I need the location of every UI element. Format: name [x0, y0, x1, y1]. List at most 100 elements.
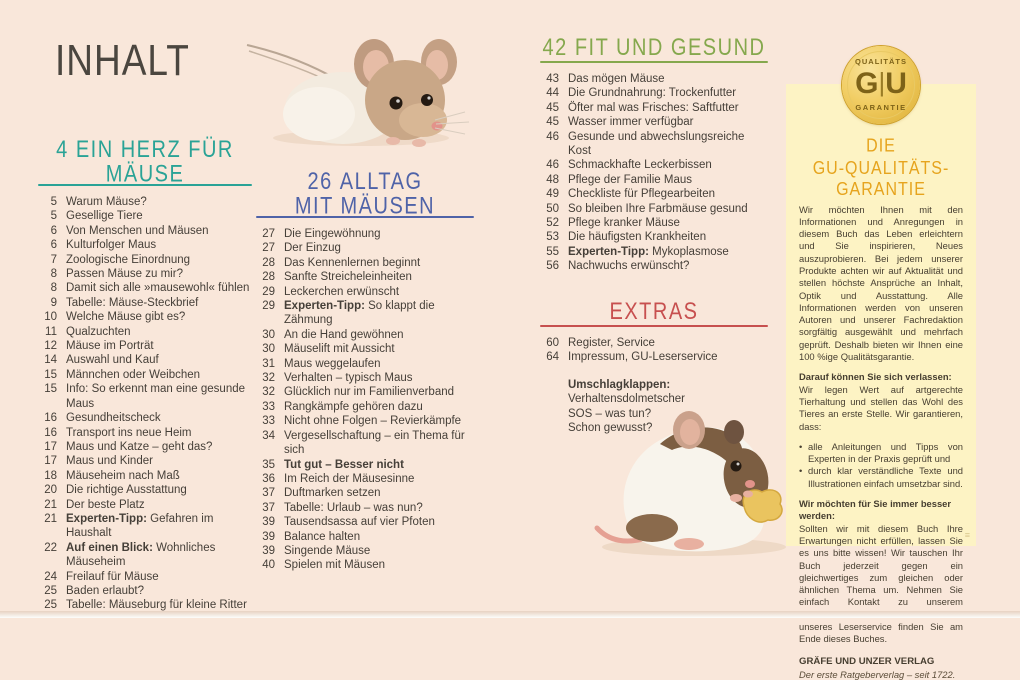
toc-item: 8 Damit sich alle »mausewohl« fühlen — [38, 281, 252, 295]
toc-page-number: 6 — [50, 224, 57, 237]
seal-gu-logo: G|U — [855, 67, 907, 100]
toc-page-number: 7 — [50, 253, 57, 266]
toc-page-number: 15 — [44, 383, 57, 396]
toc-item: 36 Im Reich der Mäusesinne — [256, 472, 474, 486]
toc-entry-text: Experten-Tipp: So klappt die Zähmung — [284, 300, 435, 327]
panel-bullet: durch klar verständliche Texte und Illus… — [799, 465, 963, 490]
toc-item: 6 Von Menschen und Mäusen — [38, 224, 252, 238]
toc-entry-text: Impressum, GU-Leserservice — [568, 351, 718, 364]
toc-entry-text: Vergesellschaftung – ein Thema für sich — [284, 429, 465, 457]
toc-page-number: 16 — [44, 412, 57, 425]
toc-page-number: 28 — [262, 256, 275, 269]
toc-entry-text: Qualzuchten — [66, 325, 131, 338]
toc-item: 25 Baden erlaubt? — [38, 584, 252, 598]
toc-entry-text: Die Eingewöhnung — [284, 228, 381, 240]
umschlagklappen-line: SOS – was tun? — [568, 407, 652, 420]
toc-item: 55 Experten-Tipp: Mykoplasmose — [540, 245, 768, 259]
toc-page-number: 27 — [262, 242, 275, 255]
toc-item: 49 Checkliste für Pflegearbeiten — [540, 187, 768, 201]
seal-ring — [847, 51, 915, 119]
guarantee-panel: QUALITÄTS G|U GARANTIE DIE GU-QUALITÄTS- G… — [786, 46, 976, 680]
toc-page-number: 17 — [44, 440, 57, 453]
toc-item: 11 Qualzuchten — [38, 325, 252, 339]
toc-page-number: 30 — [262, 343, 275, 356]
toc-page-number: 30 — [262, 328, 275, 341]
toc-page-number: 43 — [546, 73, 559, 85]
toc-page-number: 34 — [262, 429, 275, 442]
toc-page-number: 5 — [50, 196, 57, 208]
toc-item: 33 Rangkämpfe gehören dazu — [256, 400, 474, 414]
toc-item: 17 Maus und Kinder — [38, 454, 252, 468]
toc-entry-text: An die Hand gewöhnen — [284, 328, 404, 341]
toc-entry-text: Duftmarken setzen — [284, 487, 381, 500]
toc-item: 29 Experten-Tipp: So klappt die Zähmung — [256, 299, 474, 328]
toc-page-number: 11 — [45, 325, 57, 338]
toc-item: 35 Tut gut – Besser nicht — [256, 458, 474, 472]
toc-page-number: 27 — [262, 228, 275, 240]
section-heading: 26 ALLTAG MIT MÄUSEN — [294, 168, 436, 220]
toc-item: 27 Der Einzug — [256, 241, 474, 255]
toc-entry-text: Von Menschen und Mäusen — [66, 224, 209, 237]
toc-entry-text: Pflege der Familie Maus — [568, 173, 692, 186]
toc-item: 39 Tausendsassa auf vier Pfoten — [256, 515, 474, 529]
toc-page-number: 39 — [262, 544, 275, 557]
toc-page-number: 45 — [546, 116, 559, 129]
toc-entry-text: Maus weggelaufen — [284, 357, 381, 370]
toc-page-number: 46 — [546, 159, 559, 172]
toc-item: 60 Register, Service — [540, 336, 768, 350]
gu-quality-seal: QUALITÄTS G|U GARANTIE — [842, 46, 920, 124]
section-extras: EXTRAS 60 Register, Service 64 Impressum… — [540, 298, 768, 436]
toc-entry-text: Experten-Tipp: Gefahren im Haushalt — [66, 512, 214, 540]
section-rule — [256, 216, 474, 218]
toc-item: 8 Passen Mäuse zu mir? — [38, 267, 252, 281]
toc-item: 9 Tabelle: Mäuse-Steckbrief — [38, 296, 252, 310]
section-ein-herz: 4 EIN HERZ FÜR MÄUSE 5 Warum Mäuse? 5 Ge… — [38, 137, 252, 613]
toc-item: 64 Impressum, GU-Leserservice — [540, 350, 768, 364]
toc-item: 21 Der beste Platz — [38, 498, 252, 512]
toc-entry-text: Checkliste für Pflegearbeiten — [568, 188, 716, 201]
toc-entry-text: Gesundheitscheck — [66, 412, 161, 425]
toc-entry-text: Der Einzug — [284, 242, 341, 255]
toc-entry-text: Register, Service — [568, 336, 655, 349]
toc-page-number: 17 — [44, 455, 57, 468]
toc-item: 18 Mäuseheim nach Maß — [38, 469, 252, 483]
section-heading: EXTRAS — [609, 298, 699, 325]
toc-page-number: 64 — [546, 351, 559, 364]
page-title: INHALT — [55, 36, 190, 85]
section-alltag: 26 ALLTAG MIT MÄUSEN 27 Die Eingewöhnung … — [256, 168, 474, 573]
publisher-name: GRÄFE UND UNZER VERLAG — [799, 655, 935, 667]
toc-item: 46 Gesunde und abwechslungsreiche Kost — [540, 130, 768, 159]
toc-item: 29 Leckerchen erwünscht — [256, 285, 474, 299]
toc-item: 25 Tabelle: Mäuseburg für kleine Ritter — [38, 598, 252, 612]
toc-page-number: 6 — [50, 239, 57, 252]
toc-entry-text: Mäuselift mit Aussicht — [284, 343, 395, 356]
toc-item: 20 Die richtige Ausstattung — [38, 483, 252, 497]
toc-item: 15 Info: So erkennt man eine gesunde Mau… — [38, 382, 252, 411]
toc-item: 17 Maus und Katze – geht das? — [38, 440, 252, 454]
toc-entry-text: Nicht ohne Folgen – Revierkämpfe — [284, 415, 462, 428]
toc-page-number: 53 — [546, 231, 559, 244]
toc-entry-text: Die Grundnahrung: Trockenfutter — [568, 87, 737, 100]
toc-page-number: 50 — [546, 202, 559, 215]
toc-item: 56 Nachwuchs erwünscht? — [540, 259, 768, 273]
toc-entry-text: Wasser immer verfügbar — [568, 116, 694, 129]
section-rule — [540, 324, 768, 327]
toc-page-number: 48 — [546, 173, 559, 186]
toc-page-number: 29 — [262, 285, 275, 298]
toc-page-number: 37 — [262, 487, 275, 500]
mouse-photo-bottom — [594, 411, 786, 556]
toc-item: 50 So bleiben Ihre Farbmäuse gesund — [540, 202, 768, 216]
toc-entry-text: Mäuseheim nach Maß — [66, 469, 180, 482]
toc-entry-text: Singende Mäuse — [284, 544, 371, 557]
toc-page-number: 32 — [262, 372, 275, 385]
toc-list: 43 Das mögen Mäuse 44 Die Grundnahrung: … — [540, 72, 768, 274]
toc-item: 40 Spielen mit Mäusen — [256, 558, 474, 572]
umschlagklappen-line: Schon gewusst? — [568, 422, 653, 435]
panel-bullet: alle Anleitungen und Tipps von Experten … — [799, 441, 963, 466]
toc-page-number: 20 — [44, 484, 57, 497]
page-edge — [0, 611, 1020, 618]
fold-mark: ≡ — [964, 530, 970, 540]
toc-entry-text: Die häufigsten Krankheiten — [568, 231, 707, 244]
toc-entry-text: Nachwuchs erwünscht? — [568, 260, 690, 273]
panel-title: DIE GU-QUALITÄTS- GARANTIE — [812, 136, 950, 200]
